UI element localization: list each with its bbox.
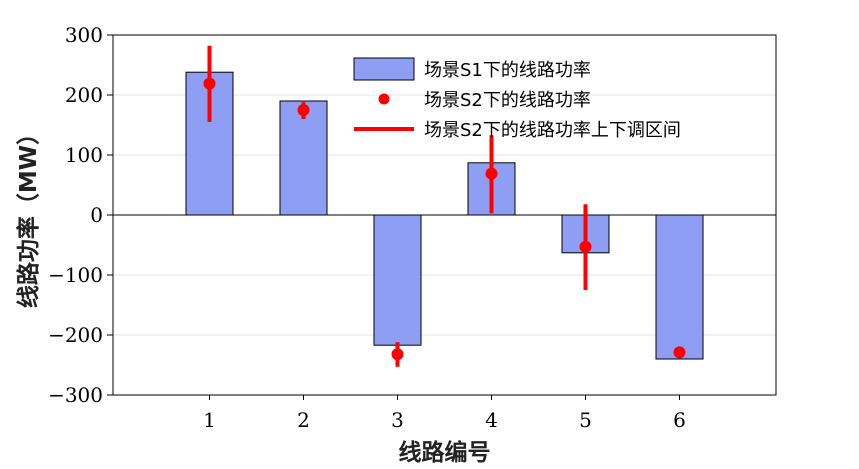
- y-tick-label: −200: [48, 323, 103, 347]
- y-axis-title: 线路功率（MW）: [15, 122, 42, 308]
- legend-marker-s2: [378, 93, 390, 105]
- point-s2: [579, 240, 592, 253]
- x-tick-label: 1: [203, 408, 216, 432]
- point-s2: [391, 348, 404, 361]
- y-tick-label: 0: [90, 203, 103, 227]
- points: [203, 77, 686, 361]
- legend-label-s2: 场景S2下的线路功率: [424, 90, 591, 111]
- point-s2: [203, 77, 216, 90]
- y-tick-label: −100: [48, 263, 103, 287]
- bar-s1: [373, 214, 422, 346]
- legend-label-s2-range: 场景S2下的线路功率上下调区间: [424, 120, 681, 141]
- point-s2: [485, 167, 498, 180]
- y-tick-label: 100: [65, 143, 103, 167]
- x-tick-label: 6: [673, 408, 686, 432]
- y-tick-label: 300: [65, 23, 103, 47]
- y-axis-ticks: 300 200 100 0 −100 −200 −300: [48, 23, 113, 407]
- y-tick-label: 200: [65, 83, 103, 107]
- x-tick-label: 4: [485, 408, 498, 432]
- point-s2: [673, 346, 686, 359]
- y-tick-label: −300: [48, 383, 103, 407]
- point-s2: [297, 104, 310, 116]
- x-axis-title: 线路编号: [399, 439, 491, 466]
- x-axis-ticks: 1 2 3 4 5 6: [203, 395, 686, 432]
- x-tick-label: 3: [391, 408, 404, 432]
- legend-swatch-s1: [353, 57, 415, 81]
- legend-label-s1: 场景S1下的线路功率: [424, 60, 591, 81]
- bar-s1: [279, 100, 328, 216]
- x-tick-label: 2: [297, 408, 310, 432]
- x-tick-label: 5: [579, 408, 592, 432]
- bar-s1: [655, 214, 704, 360]
- legend: 场景S1下的线路功率 场景S2下的线路功率 场景S2下的线路功率上下调区间: [353, 57, 681, 141]
